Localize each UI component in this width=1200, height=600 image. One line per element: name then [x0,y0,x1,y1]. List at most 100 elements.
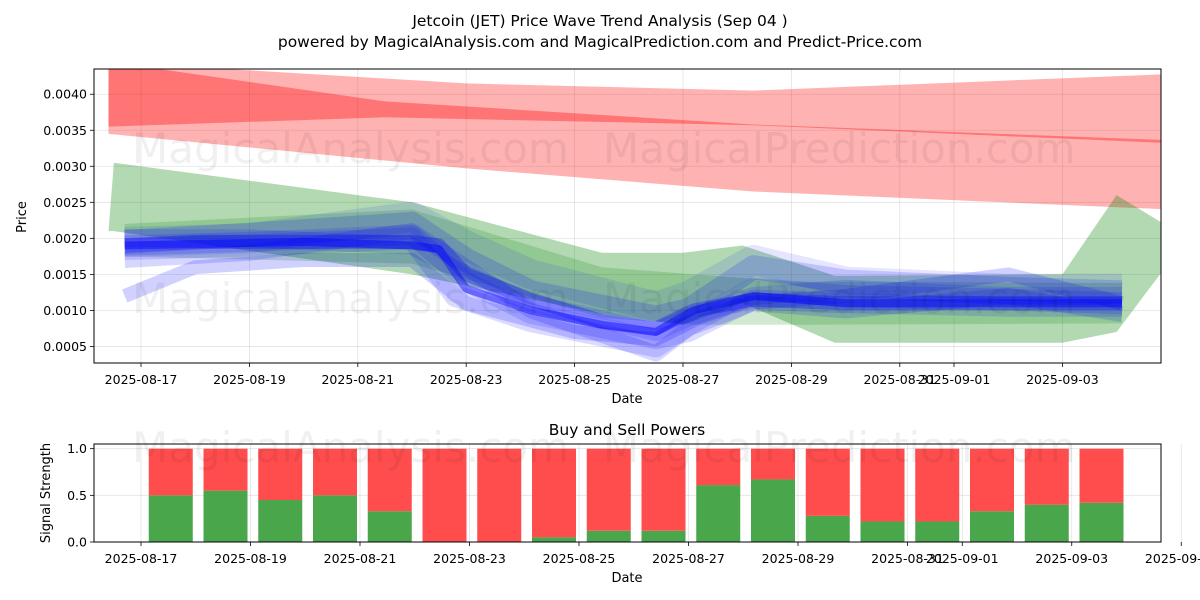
price-x-tick-label: 2025-09-01 [918,372,991,387]
price-y-tick-label: 0.0035 [43,123,87,138]
buy-sell-y-tick-label: 0.5 [67,488,87,503]
price-y-tick-label: 0.0030 [43,159,87,174]
price-y-tick-label: 0.0025 [43,195,87,210]
sell-bar [586,448,631,531]
blue-wave-line-0 [124,224,1122,350]
price-y-tick-label: 0.0020 [43,231,87,246]
blue-wave-line-1 [124,227,1123,358]
buy-sell-x-axis-label: Date [611,571,642,586]
sell-bar [258,448,303,500]
buy-sell-title: Buy and Sell Powers [549,421,706,439]
buy-sell-x-tick-label: 2025-08-31 [871,551,944,566]
sell-bar [860,448,905,522]
price-y-tick-label: 0.0015 [43,267,87,282]
price-x-tick-label: 2025-08-25 [538,372,611,387]
price-wave-lines [122,201,1124,362]
buy-bar [1024,504,1069,542]
buy-sell-y-axis-label: Signal Strength [39,443,54,543]
price-y-tick-label: 0.0040 [43,87,87,102]
blue-wave-line-4 [124,211,1123,330]
price-grid [94,69,1161,363]
buy-sell-x-tick-label: 2025-08-27 [652,551,725,566]
buy-bar [203,490,248,542]
green-band-2 [108,162,1161,343]
price-x-tick-label: 2025-08-17 [105,372,178,387]
price-x-tick-label: 2025-08-31 [863,372,936,387]
price-x-tick-label: 2025-08-27 [647,372,720,387]
blue-wave-line-2 [124,229,1122,341]
buy-sell-x-tick-label: 2025-08-25 [543,551,616,566]
buy-bar [258,500,303,542]
buy-bar [805,515,850,542]
buy-bar [970,511,1014,542]
watermark-prediction-top: MagicalPrediction.com [603,124,1076,173]
price-bands [108,69,1161,343]
buy-bar [148,495,193,542]
sell-bar [696,448,741,486]
blue-wave-line-8 [124,237,1122,336]
watermark-prediction-bottom: MagicalPrediction.com [603,423,1076,472]
buy-sell-x-tick-label: 2025-08-21 [324,551,397,566]
sell-bar [1024,448,1069,505]
sell-bar [751,448,795,480]
buy-bar [532,537,576,542]
sell-bar [313,448,357,496]
price-x-tick-label: 2025-09-03 [1026,372,1099,387]
buy-bar [1079,502,1124,542]
price-y-tick-label: 0.0010 [43,303,87,318]
chart-subtitle: powered by MagicalAnalysis.com and Magic… [278,33,922,51]
sell-bar [203,448,248,491]
buy-sell-x-ticks: 2025-08-17 2025-08-19 2025-08-21 2025-08-23… [105,542,1200,566]
sell-bar [422,448,467,542]
chart-title: Jetcoin (JET) Price Wave Trend Analysis … [411,12,787,30]
blue-wave-line-6 [124,201,1122,322]
blue-wave-line-5 [122,253,1124,347]
buy-sell-x-tick-label: 2025-08-17 [105,551,178,566]
buy-sell-y-ticks: 0.0 0.5 1.0 [67,441,94,550]
watermark-analysis-mid: MagicalAnalysis.com [132,274,569,323]
red-band-1 [108,69,1161,143]
red-band-0 [108,69,1161,210]
watermark-analysis-top: MagicalAnalysis.com [132,124,569,173]
buy-sell-x-tick-label: 2025-09-05 [1145,551,1200,566]
sell-bar [532,448,576,538]
price-y-tick-label: 0.0005 [43,339,87,354]
buy-bar [915,521,960,542]
price-y-ticks: 0.0005 0.0010 0.0015 0.0020 0.0025 0.0030 0.00… [43,87,94,354]
buy-bar [696,485,741,542]
buy-sell-x-tick-label: 2025-09-03 [1035,551,1108,566]
sell-bar [477,448,522,542]
sell-bar [148,448,193,496]
buy-sell-x-tick-label: 2025-09-01 [926,551,999,566]
buy-bar [313,495,357,542]
blue-wave-line-7 [124,234,1122,336]
price-x-tick-label: 2025-08-29 [755,372,828,387]
buy-bar [367,511,412,542]
buy-bar [586,530,631,542]
buy-bar [751,479,795,542]
buy-sell-panel: Buy and Sell Powers MagicalAnalysis.com … [39,421,1200,586]
price-y-axis-label: Price [15,201,30,233]
watermark-prediction-mid: MagicalPrediction.com [603,274,1076,323]
price-x-tick-label: 2025-08-23 [430,372,503,387]
price-x-tick-label: 2025-08-19 [213,372,286,387]
buy-bar [860,521,905,542]
price-panel: MagicalAnalysis.com MagicalPrediction.co… [15,68,1162,407]
buy-sell-x-tick-label: 2025-08-23 [433,551,506,566]
blue-wave-line-3 [124,223,1124,362]
sell-bar [1079,448,1124,503]
buy-sell-y-tick-label: 0.0 [67,535,87,550]
buy-sell-bars [148,448,1124,542]
sell-bar [915,448,960,522]
price-x-axis-label: Date [611,392,642,407]
price-axes-frame [93,68,1162,364]
sell-bar [805,448,850,516]
sell-bar [970,448,1014,512]
watermark-analysis-bottom: MagicalAnalysis.com [132,423,569,472]
buy-sell-x-tick-label: 2025-08-19 [214,551,287,566]
price-x-ticks: 2025-08-17 2025-08-19 2025-08-21 2025-08-23… [105,363,1099,387]
sell-bar [367,448,412,512]
buy-bar [641,530,686,542]
buy-sell-axes-frame [93,443,1162,543]
